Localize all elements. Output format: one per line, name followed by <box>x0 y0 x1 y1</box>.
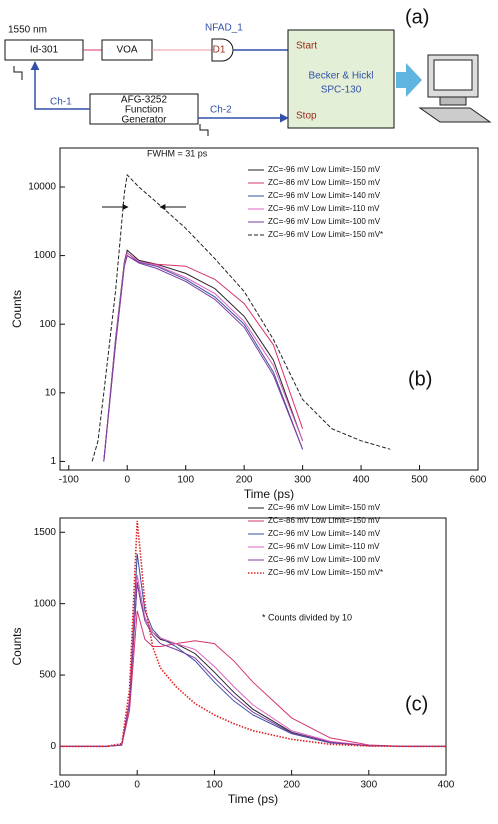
y-tick-label: 10 <box>45 387 57 398</box>
x-tick-label: 100 <box>206 780 223 791</box>
series-line <box>60 575 446 747</box>
legend-label: ZC=-96 mV Low Limit=-150 mV* <box>268 230 383 239</box>
legend-label: ZC=-96 mV Low Limit=-150 mV* <box>268 568 383 577</box>
series-line <box>91 173 391 462</box>
x-tick-label: 600 <box>470 475 487 486</box>
node-label: Generator <box>121 115 167 126</box>
series-line <box>103 251 304 462</box>
annotation: (b) <box>408 368 432 390</box>
node-label: Start <box>296 41 317 52</box>
y-tick-label: 1000 <box>34 598 57 609</box>
y-axis-label: Counts <box>10 290 24 328</box>
y-tick-label: 500 <box>39 670 56 681</box>
legend-label: ZC=-96 mV Low Limit=-110 mV <box>268 542 380 551</box>
y-tick-label: 1 <box>50 456 56 467</box>
annotation: (c) <box>405 693 428 715</box>
pulse <box>13 66 23 80</box>
node-label: SPC-130 <box>321 85 362 96</box>
x-tick-label: 0 <box>124 475 130 486</box>
series-line <box>60 520 446 748</box>
series-line <box>60 582 446 747</box>
node-label: Id-301 <box>30 45 59 56</box>
series-line <box>60 553 446 747</box>
node-label: 1550 nm <box>8 25 47 36</box>
x-axis-label: Time (ps) <box>228 792 278 806</box>
x-tick-label: 200 <box>236 475 253 486</box>
panel-label: (a) <box>405 6 429 28</box>
legend-label: ZC=-96 mV Low Limit=-150 mV <box>268 165 381 174</box>
node-label: VOA <box>116 45 137 56</box>
x-tick-label: 300 <box>360 780 377 791</box>
legend-label: ZC=-96 mV Low Limit=-150 mV <box>268 503 381 512</box>
y-tick-label: 1000 <box>34 250 57 261</box>
node-label: Function <box>125 105 163 116</box>
y-tick-label: 10000 <box>28 182 56 193</box>
detector <box>211 38 234 62</box>
x-axis-label: Time (ps) <box>244 487 294 501</box>
computer-icon <box>418 54 492 123</box>
box <box>287 29 395 129</box>
box <box>89 93 199 125</box>
legend-label: ZC=-96 mV Low Limit=-110 mV <box>268 204 380 213</box>
node-label: Ch-1 <box>50 97 72 108</box>
y-tick-label: 100 <box>39 319 56 330</box>
node-label: D1 <box>213 45 226 56</box>
series-line <box>103 251 304 462</box>
annotation: * Counts divided by 10 <box>262 612 352 622</box>
wire <box>30 61 90 110</box>
node-label: NFAD_1 <box>205 23 243 34</box>
legend-label: ZC=-86 mV Low Limit=-150 mV <box>268 516 381 525</box>
legend-label: ZC=-96 mV Low Limit=-100 mV <box>268 555 381 564</box>
series-line <box>103 249 304 462</box>
plot-frame <box>59 147 479 471</box>
legend-label: ZC=-96 mV Low Limit=-100 mV <box>268 217 381 226</box>
x-tick-label: 400 <box>438 780 455 791</box>
arrow <box>396 63 422 97</box>
node-label: Becker & Hickl <box>308 71 373 82</box>
node-label: Ch-2 <box>210 105 232 116</box>
x-tick-label: 300 <box>294 475 311 486</box>
x-tick-label: 400 <box>353 475 370 486</box>
diagram: (a) 1550 nm Id-301 VOA NFAD_1 D1 Start B… <box>4 6 492 136</box>
annotation: FWHM = 31 ps <box>147 148 208 158</box>
legend-label: ZC=-96 mV Low Limit=-140 mV <box>268 529 381 538</box>
x-tick-label: 200 <box>283 780 300 791</box>
node-label: Stop <box>296 111 317 122</box>
x-tick-label: -100 <box>59 475 79 486</box>
series-line <box>60 582 446 747</box>
pulse <box>199 124 209 136</box>
x-tick-label: 0 <box>134 780 140 791</box>
x-tick-label: 100 <box>177 475 194 486</box>
legend-label: ZC=-86 mV Low Limit=-150 mV <box>268 178 381 187</box>
node-label: AFG-3252 <box>121 95 168 106</box>
series-line <box>60 610 446 747</box>
x-tick-label: 500 <box>411 475 428 486</box>
y-axis-label: Counts <box>10 627 24 665</box>
y-tick-label: 0 <box>50 741 56 752</box>
y-tick-label: 1500 <box>34 527 57 538</box>
x-tick-label: -100 <box>50 780 70 791</box>
legend-label: ZC=-96 mV Low Limit=-140 mV <box>268 191 381 200</box>
plot-frame <box>59 517 447 776</box>
series-line <box>103 254 304 462</box>
